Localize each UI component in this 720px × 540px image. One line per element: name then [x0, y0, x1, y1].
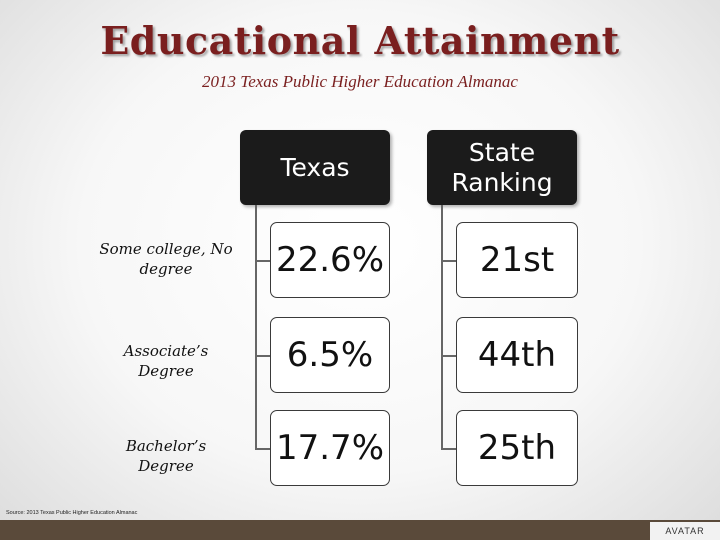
slide-subtitle: 2013 Texas Public Higher Education Alman… — [202, 72, 518, 91]
row-label-some-college: Some college, No degree — [99, 240, 233, 279]
connector-line — [441, 205, 443, 448]
connector-line — [441, 355, 456, 357]
connector-line — [255, 260, 270, 262]
avatar-logo: AVATAR — [650, 522, 720, 540]
connector-line — [441, 448, 456, 450]
slide-title: Educational Attainment — [100, 18, 620, 63]
row-label-bachelors: Bachelor’s Degree — [125, 437, 207, 476]
source-note: Source: 2013 Texas Public Higher Educati… — [6, 510, 138, 516]
logo-text: AVATAR — [665, 526, 705, 536]
texas-value-some-college: 22.6% — [270, 222, 390, 298]
ranking-value-some-college: 21st — [456, 222, 578, 298]
texas-value-bachelors: 17.7% — [270, 410, 390, 486]
row-label-associates: Associate’s Degree — [123, 342, 209, 381]
column-header-state-ranking: State Ranking — [427, 130, 577, 205]
ranking-value-bachelors: 25th — [456, 410, 578, 486]
connector-line — [255, 205, 257, 448]
connector-line — [255, 355, 270, 357]
texas-value-associates: 6.5% — [270, 317, 390, 393]
ranking-value-associates: 44th — [456, 317, 578, 393]
footer-bar — [0, 520, 720, 540]
connector-line — [441, 260, 456, 262]
column-header-texas: Texas — [240, 130, 390, 205]
connector-line — [255, 448, 270, 450]
